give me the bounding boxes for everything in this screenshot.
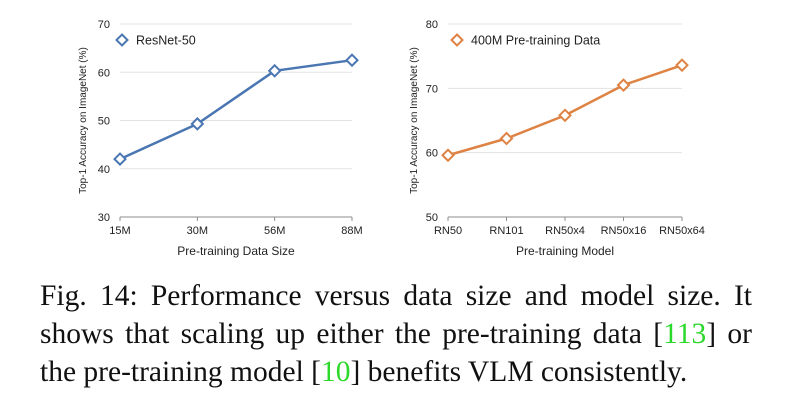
x-axis-title: Pre-training Data Size	[177, 244, 295, 258]
y-axis-title: Top-1 Accuracy on ImageNet (%)	[78, 47, 89, 194]
x-tick-label: RN50x64	[659, 225, 705, 237]
y-tick-label: 60	[98, 67, 110, 79]
caption-text-prefix: Fig. 14: Performance versus data size an…	[40, 280, 752, 350]
y-tick-label: 70	[426, 83, 438, 95]
series-line	[119, 58, 353, 161]
data-point	[113, 152, 127, 167]
y-tick-label: 60	[426, 148, 438, 160]
data-point	[190, 116, 205, 131]
x-tick-label: RN50x16	[601, 225, 647, 237]
x-axis-title: Pre-training Model	[516, 244, 614, 258]
y-axis-title: Top-1 Accuracy on ImageNet (%)	[409, 47, 420, 194]
x-tick-label: 56M	[264, 225, 285, 237]
data-point	[345, 53, 359, 68]
chart-1: 30 40 50 60 70 15M 30M 56M 88M Pre-training Data …	[78, 19, 363, 258]
data-point	[558, 108, 572, 123]
x-tick-label: RN50	[434, 225, 462, 237]
x-tick-label: 88M	[341, 225, 362, 237]
caption-reference-10[interactable]: 10	[320, 356, 351, 388]
x-tick-label: 15M	[109, 225, 130, 237]
y-tick-label: 80	[426, 19, 438, 31]
caption-reference-113[interactable]: 113	[663, 318, 707, 350]
charts-area: 30 40 50 60 70 15M 30M 56M 88M Pre-training Data …	[78, 19, 705, 258]
x-tick-label: RN101	[489, 225, 523, 237]
data-point	[441, 148, 455, 163]
data-point	[616, 78, 631, 93]
y-tick-label: 40	[98, 164, 110, 176]
chart-2: 50 60 70 80 RN50 RN101 RN50x4 RN50x16 RN50x64 Pre…	[409, 19, 705, 258]
legend-label: 400M Pre-training Data	[471, 34, 600, 48]
data-point	[675, 58, 689, 73]
y-tick-label: 50	[98, 116, 110, 128]
data-point	[267, 63, 282, 78]
y-tick-label: 30	[98, 212, 110, 224]
legend-label: ResNet-50	[136, 34, 196, 48]
caption-text-suffix: ] benefits VLM consistently.	[350, 356, 688, 388]
figure-caption: Fig. 14: Performance versus data size an…	[40, 277, 752, 391]
x-tick-label: 30M	[187, 225, 208, 237]
caption-text-middle: ] or the pre-training model [	[40, 318, 752, 388]
legend-marker	[450, 33, 464, 47]
data-point	[499, 131, 514, 146]
y-tick-label: 50	[426, 212, 438, 224]
x-tick-label: RN50x4	[545, 225, 585, 237]
y-tick-label: 70	[98, 19, 110, 31]
legend-marker	[115, 33, 129, 47]
